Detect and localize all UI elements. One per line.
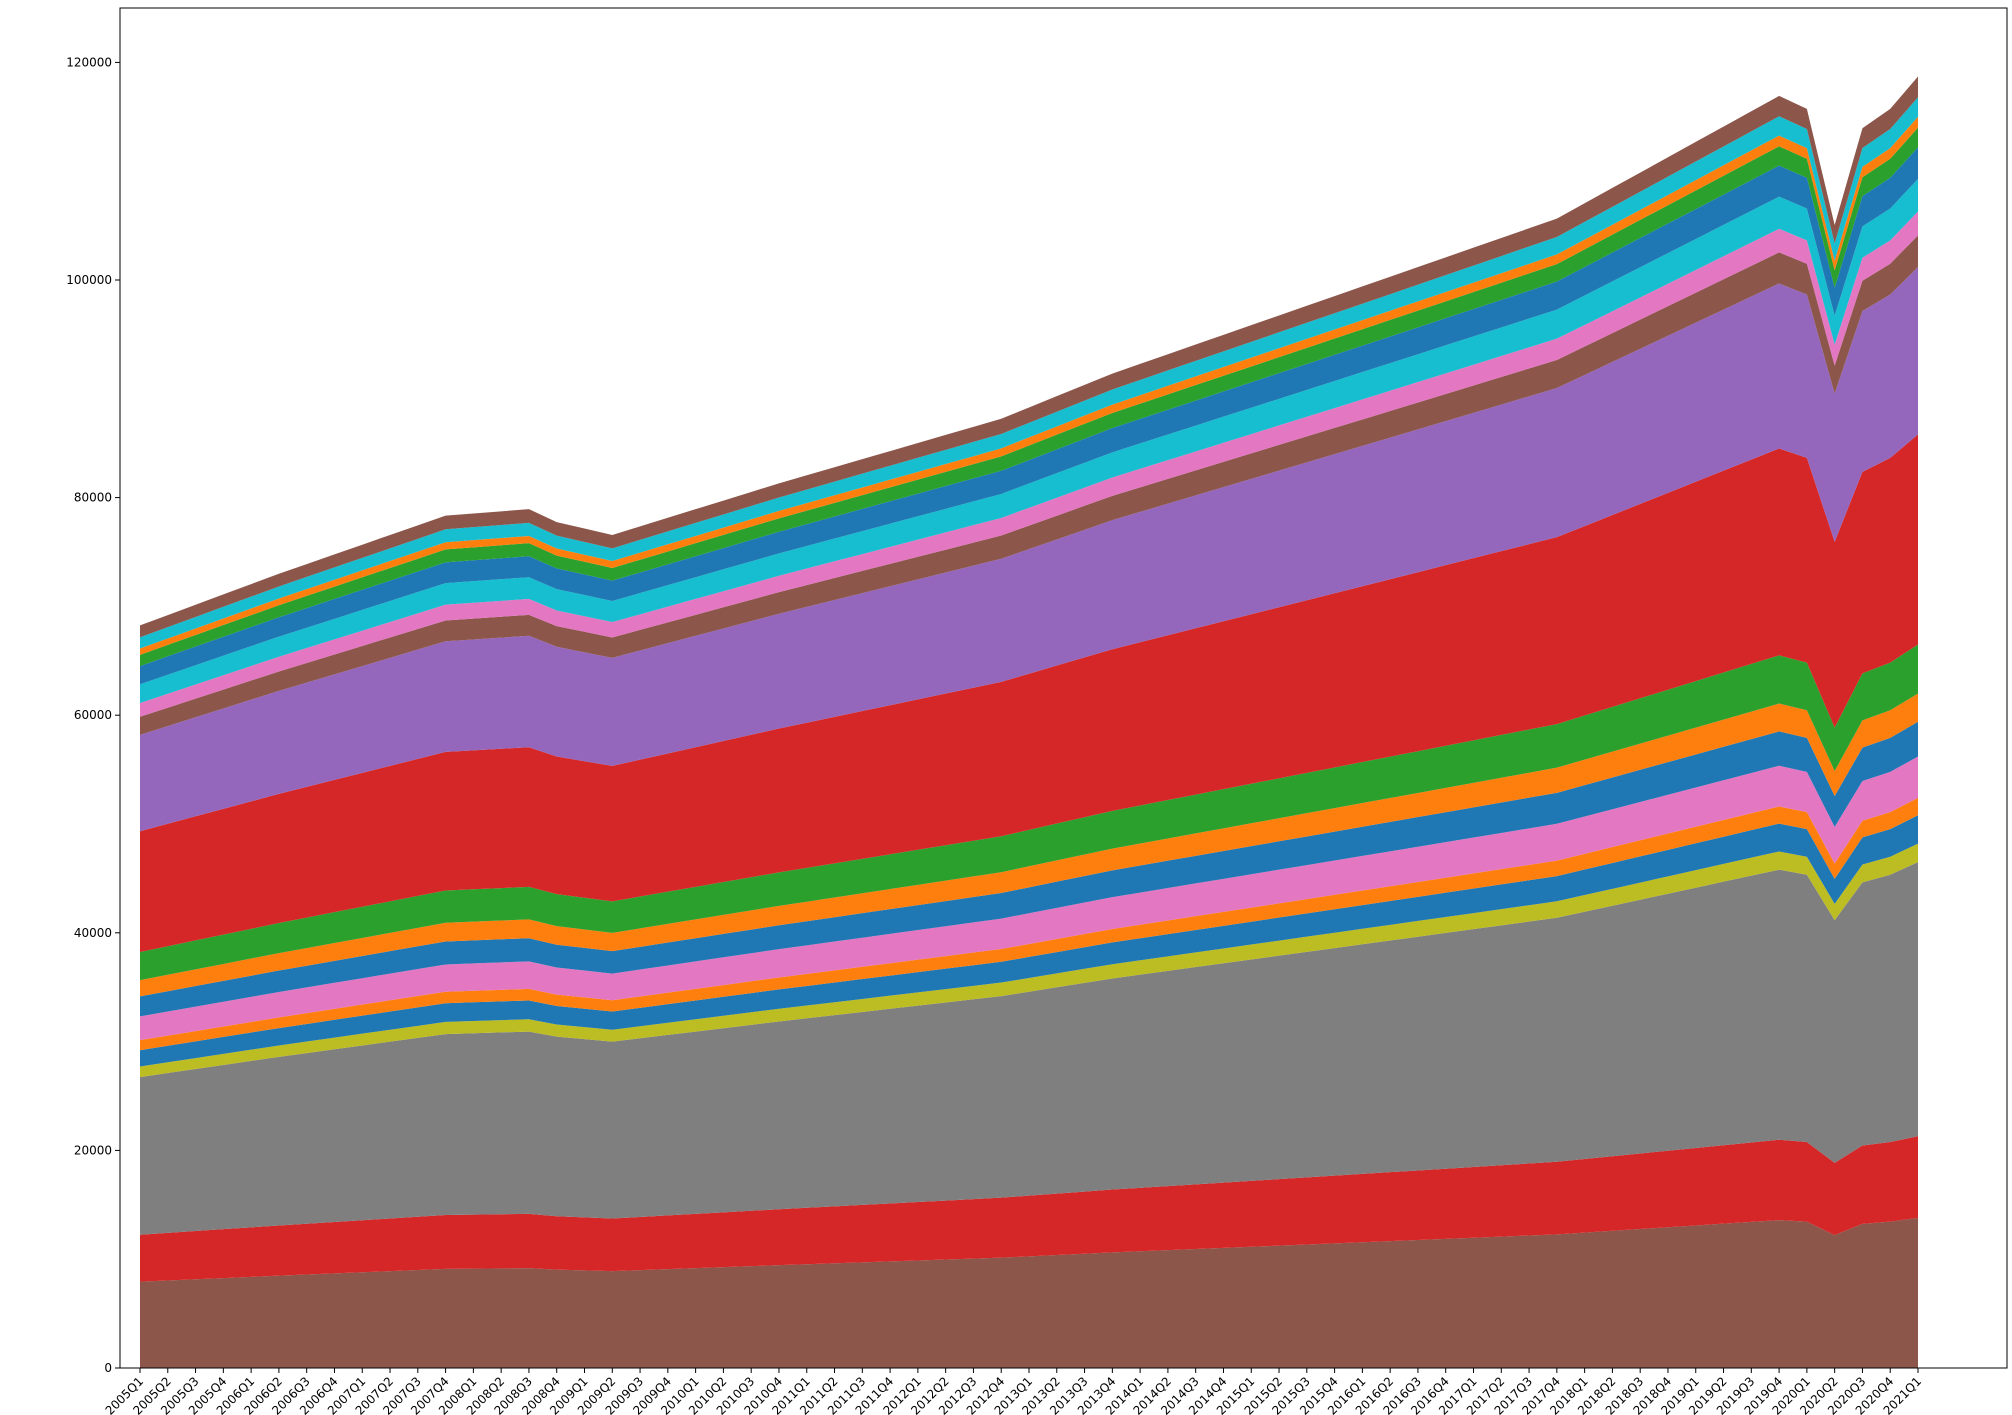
y-tick-label: 20000 <box>74 1143 112 1157</box>
area-layers <box>140 76 1918 1368</box>
y-tick-label: 0 <box>104 1361 112 1375</box>
x-axis: 2005Q12005Q22005Q32005Q42006Q12006Q22006… <box>103 1368 1924 1415</box>
area-series-12 <box>140 235 1918 735</box>
y-tick-label: 120000 <box>66 55 112 69</box>
area-series-16 <box>140 127 1918 667</box>
y-tick-label: 100000 <box>66 273 112 287</box>
area-series-7 <box>140 721 1918 1017</box>
area-series-5 <box>140 797 1918 1051</box>
area-series-1 <box>140 1136 1918 1282</box>
y-tick-label: 40000 <box>74 926 112 940</box>
area-series-19 <box>140 76 1918 638</box>
area-series-4 <box>140 815 1918 1067</box>
area-series-14 <box>140 178 1918 703</box>
area-series-18 <box>140 97 1918 649</box>
plot-frame <box>119 7 2008 1369</box>
area-series-0 <box>140 1217 1918 1368</box>
y-tick-label: 60000 <box>74 708 112 722</box>
y-axis: 0 20000 40000 60000 80000 100000 120000 <box>66 55 120 1375</box>
area-series-15 <box>140 147 1918 685</box>
area-series-13 <box>140 211 1918 717</box>
area-series-6 <box>140 756 1918 1041</box>
area-series-3 <box>140 843 1918 1078</box>
area-series-9 <box>140 644 1918 981</box>
y-tick-label: 80000 <box>74 491 112 505</box>
area-series-2 <box>140 862 1918 1235</box>
area-series-10 <box>140 434 1918 952</box>
area-series-8 <box>140 693 1918 997</box>
